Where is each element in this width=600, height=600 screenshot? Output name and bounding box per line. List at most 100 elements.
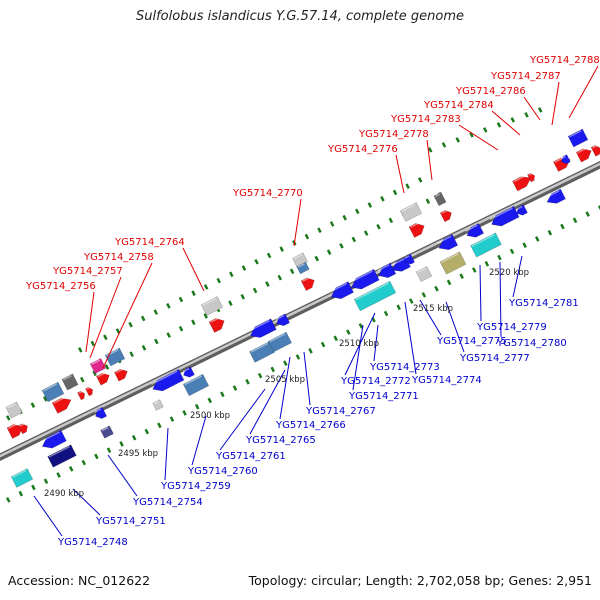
gene-arrow[interactable] [182, 366, 195, 380]
gene-label[interactable]: YG5714_2758 [83, 252, 154, 263]
gene-box[interactable] [433, 191, 447, 207]
gene-arrow[interactable] [113, 367, 129, 382]
gene-label[interactable]: YG5714_2748 [57, 537, 128, 548]
gene-label[interactable]: YG5714_2781 [508, 298, 579, 309]
gene-label[interactable]: YG5714_2771 [348, 391, 419, 402]
gene-box[interactable] [567, 128, 589, 148]
gene-label[interactable]: YG5714_2783 [390, 114, 461, 125]
gene-label[interactable]: YG5714_2761 [215, 451, 286, 462]
gene-arrow[interactable] [489, 205, 520, 229]
strand-dot [220, 391, 225, 398]
strand-dot [153, 309, 159, 315]
gene-arrow[interactable] [512, 173, 533, 192]
label-leaders [33, 65, 599, 537]
gene-box[interactable] [61, 373, 79, 391]
leader-line [219, 388, 266, 451]
strand-dot [547, 229, 553, 236]
gene-label[interactable]: YG5714_2773 [369, 362, 440, 373]
leader-line [499, 261, 502, 338]
gene-box[interactable] [152, 399, 164, 411]
gene-arrow[interactable] [17, 422, 29, 435]
gene-arrow[interactable] [408, 220, 427, 238]
gene-arrow[interactable] [274, 313, 291, 328]
gene-label[interactable]: YG5714_2787 [490, 71, 561, 82]
gene-box[interactable] [353, 280, 397, 312]
gene-arrow[interactable] [93, 406, 108, 420]
gene-label[interactable]: YG5714_2751 [95, 516, 166, 527]
gene-label[interactable]: YG5714_2777 [459, 353, 530, 364]
gene-box[interactable] [182, 373, 210, 397]
gene-arrow[interactable] [328, 281, 354, 303]
gene-label[interactable]: YG5714_2770 [232, 188, 303, 199]
strand-dot [446, 279, 452, 286]
gene-label[interactable]: YG5714_2772 [340, 376, 411, 387]
gene-label[interactable]: YG5714_2756 [25, 281, 96, 292]
gene-arrow[interactable] [6, 421, 25, 439]
gene-arrow[interactable] [85, 386, 95, 397]
gene-label[interactable]: YG5714_2775 [436, 336, 507, 347]
gene-label[interactable]: YG5714_2779 [476, 322, 547, 333]
gene-box[interactable] [5, 401, 23, 419]
gene-box[interactable] [10, 468, 34, 488]
gene-label[interactable]: YG5714_2754 [132, 497, 203, 508]
strand-dot [409, 298, 414, 304]
gene-arrow[interactable] [527, 172, 537, 183]
strand-dot [104, 364, 110, 370]
gene-label[interactable]: YG5714_2760 [187, 466, 258, 477]
gene-box[interactable] [41, 381, 65, 403]
leader-line [568, 65, 599, 119]
gene-label[interactable]: YG5714_2774 [411, 375, 482, 386]
gene-box[interactable] [104, 347, 126, 367]
gene-arrow[interactable] [436, 234, 459, 254]
gene-arrow[interactable] [439, 208, 453, 223]
gene-arrow[interactable] [560, 154, 571, 166]
gene-label[interactable]: YG5714_2767 [305, 406, 376, 417]
gene-arrow[interactable] [544, 188, 566, 207]
gene-arrow[interactable] [575, 146, 593, 163]
gene-box[interactable] [296, 261, 310, 275]
gene-box[interactable] [415, 265, 433, 283]
gene-label[interactable]: YG5714_2764 [114, 237, 185, 248]
gene-arrow[interactable] [403, 253, 416, 266]
gene-label[interactable]: YG5714_2765 [245, 435, 316, 446]
gene-box[interactable] [267, 331, 293, 353]
gene-arrow[interactable] [150, 368, 185, 394]
strand-dot [434, 285, 439, 292]
gene-box[interactable] [100, 425, 114, 439]
gene-label[interactable]: YG5714_2766 [275, 420, 346, 431]
strand-dot [497, 254, 502, 261]
gene-label[interactable]: YG5714_2784 [423, 100, 494, 111]
gene-label[interactable]: YG5714_2788 [529, 55, 600, 66]
gene-label[interactable]: YG5714_2778 [358, 129, 429, 140]
tick-label: 2520 kbp [489, 268, 529, 278]
strand-dot [509, 248, 515, 255]
gene-box[interactable] [399, 202, 423, 222]
gene-arrow[interactable] [51, 395, 73, 414]
gene-label[interactable]: YG5714_2786 [455, 86, 526, 97]
gene-label[interactable]: YG5714_2759 [160, 481, 231, 492]
gene-box[interactable] [89, 357, 107, 375]
gene-arrow[interactable] [208, 315, 227, 333]
gene-box[interactable] [47, 444, 77, 468]
gene-box[interactable] [470, 232, 502, 258]
gene-box[interactable] [439, 251, 467, 275]
leader-line [445, 301, 465, 353]
gene-box[interactable] [249, 341, 275, 363]
gene-arrow[interactable] [464, 223, 485, 240]
gene-arrow[interactable] [515, 204, 528, 218]
gene-arrow[interactable] [349, 268, 380, 292]
leader-line [373, 324, 379, 362]
gene-box[interactable] [200, 296, 224, 316]
gene-arrow[interactable] [248, 318, 277, 341]
gene-label[interactable]: YG5714_2776 [327, 144, 398, 155]
gene-arrow[interactable] [40, 429, 67, 452]
gene-arrow[interactable] [77, 390, 87, 401]
gene-arrow[interactable] [590, 144, 600, 157]
gene-label[interactable]: YG5714_2757 [52, 266, 123, 277]
gene-arrow[interactable] [95, 371, 111, 386]
gene-label[interactable]: YG5714_2780 [496, 338, 567, 349]
strand-dot [252, 287, 258, 294]
strand-dot [572, 217, 578, 224]
gene-arrow[interactable] [300, 275, 317, 292]
gene-arrow[interactable] [376, 262, 397, 281]
